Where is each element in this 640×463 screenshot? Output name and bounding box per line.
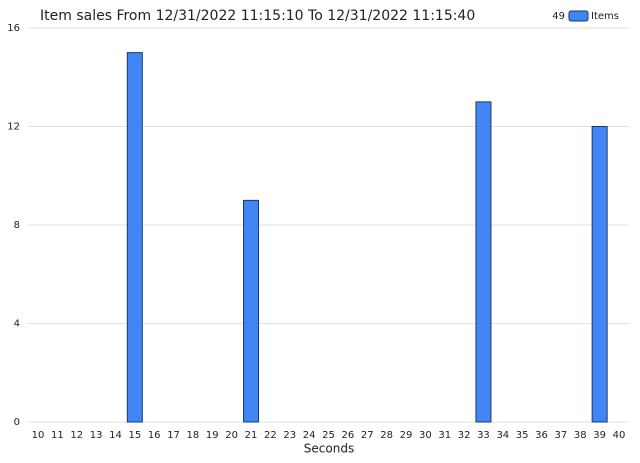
x-tick-label: 10 [32,430,45,441]
x-tick-label: 12 [70,430,83,441]
x-tick-label: 26 [342,430,355,441]
x-tick-label: 23 [283,430,296,441]
x-tick-label: 17 [167,430,180,441]
y-tick-label: 16 [7,23,20,34]
bar [591,126,608,423]
x-tick-label: 13 [90,430,103,441]
x-tick-label: 14 [109,430,122,441]
y-tick-label: 4 [14,319,20,330]
x-tick-label: 36 [535,430,548,441]
x-tick-label: 33 [477,430,490,441]
x-tick-label: 32 [458,430,471,441]
x-tick-label: 31 [438,430,451,441]
x-tick-label: 16 [148,430,161,441]
x-tick-label: 37 [555,430,568,441]
x-axis-title: Seconds [304,442,354,456]
chart-title: Item sales From 12/31/2022 11:15:10 To 1… [40,8,475,24]
x-tick-label: 35 [516,430,529,441]
x-tick-label: 39 [593,430,606,441]
x-tick-label: 20 [225,430,238,441]
x-tick-label: 11 [51,430,64,441]
x-tick-label: 38 [574,430,587,441]
x-tick-label: 22 [264,430,277,441]
x-tick-label: 18 [187,430,200,441]
y-tick-label: 0 [14,417,20,428]
x-tick-label: 40 [613,430,626,441]
x-tick-label: 15 [128,430,141,441]
legend-swatch [568,10,589,22]
x-tick-label: 24 [303,430,316,441]
bar [475,101,492,423]
bar [126,52,143,423]
x-tick-label: 30 [419,430,432,441]
legend-total: 49 [552,11,565,22]
y-tick-label: 12 [7,122,20,133]
y-tick-label: 8 [14,220,20,231]
x-tick-label: 25 [322,430,335,441]
x-tick-label: 19 [206,430,219,441]
bar [243,199,260,423]
legend-label: Items [591,11,619,22]
x-tick-label: 29 [400,430,413,441]
x-tick-label: 28 [380,430,393,441]
x-tick-label: 21 [245,430,258,441]
x-tick-label: 27 [361,430,374,441]
x-tick-label: 34 [496,430,509,441]
